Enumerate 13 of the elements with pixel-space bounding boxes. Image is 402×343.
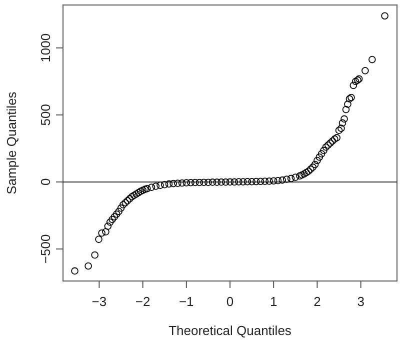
y-axis-title: Sample Quantiles bbox=[4, 91, 19, 194]
y-tick-label: 500 bbox=[38, 104, 53, 126]
x-tick-label: −3 bbox=[92, 294, 107, 309]
x-tick-label: −2 bbox=[135, 294, 150, 309]
x-tick-label: 0 bbox=[226, 294, 234, 309]
x-axis-title: Theoretical Quantiles bbox=[168, 323, 292, 338]
y-tick-label: 0 bbox=[38, 178, 53, 186]
y-tick-label: 1000 bbox=[38, 33, 53, 62]
x-tick-label: 1 bbox=[270, 294, 278, 309]
x-tick-label: 2 bbox=[314, 294, 321, 309]
x-tick-label: 3 bbox=[357, 294, 364, 309]
x-tick-label: −1 bbox=[178, 294, 194, 309]
y-tick-label: −500 bbox=[38, 234, 53, 264]
